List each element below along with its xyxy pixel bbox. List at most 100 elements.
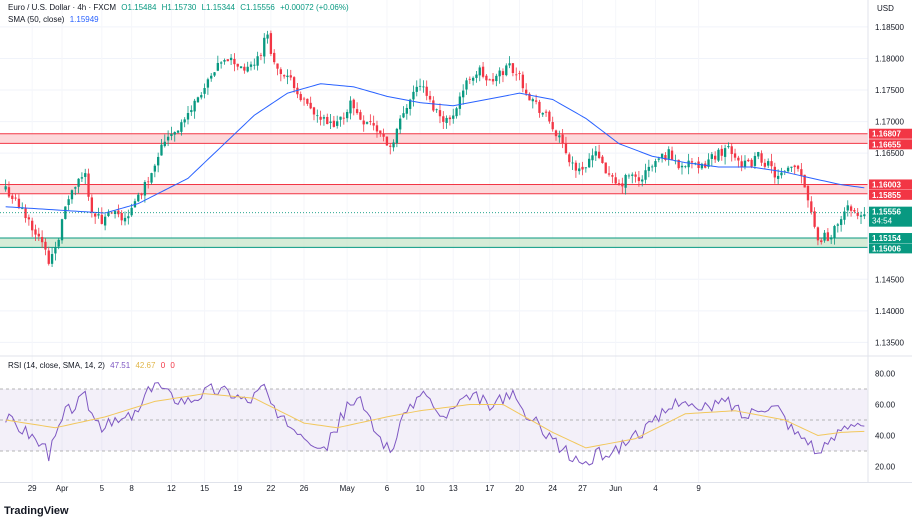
candle-body[interactable] xyxy=(743,160,747,168)
candle-body[interactable] xyxy=(462,90,465,98)
candle-body[interactable] xyxy=(468,78,471,80)
candle-body[interactable] xyxy=(594,151,597,156)
candle-body[interactable] xyxy=(292,77,296,88)
candle-body[interactable] xyxy=(763,162,767,167)
candle-body[interactable] xyxy=(190,110,193,113)
candle-body[interactable] xyxy=(757,152,760,157)
candle-body[interactable] xyxy=(243,66,246,71)
candle-body[interactable] xyxy=(425,86,428,96)
candle-body[interactable] xyxy=(236,63,239,67)
candle-body[interactable] xyxy=(326,116,329,125)
candle-body[interactable] xyxy=(574,162,578,171)
candle-body[interactable] xyxy=(846,205,849,211)
candle-body[interactable] xyxy=(355,109,359,114)
candle-body[interactable] xyxy=(839,219,843,225)
candle-body[interactable] xyxy=(830,237,833,240)
candle-body[interactable] xyxy=(723,148,727,157)
candle-body[interactable] xyxy=(422,86,425,88)
candle-body[interactable] xyxy=(601,156,604,163)
candle-body[interactable] xyxy=(137,194,140,202)
candle-body[interactable] xyxy=(140,194,143,196)
candle-body[interactable] xyxy=(359,112,362,120)
candle-body[interactable] xyxy=(790,166,793,168)
candle-body[interactable] xyxy=(531,99,534,102)
candle-body[interactable] xyxy=(286,75,289,78)
candle-body[interactable] xyxy=(27,217,31,220)
candle-body[interactable] xyxy=(571,162,574,164)
candle-body[interactable] xyxy=(253,64,256,66)
candle-body[interactable] xyxy=(279,69,282,74)
candle-body[interactable] xyxy=(299,94,302,101)
candle-body[interactable] xyxy=(412,91,415,100)
candle-body[interactable] xyxy=(47,250,50,264)
candle-body[interactable] xyxy=(306,98,309,104)
candle-body[interactable] xyxy=(130,207,133,216)
candle-body[interactable] xyxy=(226,59,229,62)
candle-body[interactable] xyxy=(647,166,651,171)
candle-body[interactable] xyxy=(40,237,44,243)
candle-body[interactable] xyxy=(365,122,369,124)
candle-body[interactable] xyxy=(246,66,249,72)
candle-body[interactable] xyxy=(282,75,286,77)
candle-body[interactable] xyxy=(14,197,17,199)
candle-body[interactable] xyxy=(730,146,733,155)
candle-body[interactable] xyxy=(720,148,723,156)
candle-body[interactable] xyxy=(760,153,763,163)
candle-body[interactable] xyxy=(584,167,588,169)
candle-body[interactable] xyxy=(800,169,803,177)
candle-body[interactable] xyxy=(740,161,743,167)
candle-body[interactable] xyxy=(833,226,836,239)
candle-body[interactable] xyxy=(727,146,730,148)
candle-body[interactable] xyxy=(733,153,737,158)
candle-body[interactable] xyxy=(823,232,826,241)
candle-body[interactable] xyxy=(415,86,418,92)
candle-body[interactable] xyxy=(259,54,263,56)
candle-body[interactable] xyxy=(4,186,7,190)
candle-body[interactable] xyxy=(551,122,554,130)
candle-body[interactable] xyxy=(233,58,236,65)
candle-body[interactable] xyxy=(495,75,498,82)
candle-body[interactable] xyxy=(664,155,667,160)
candle-body[interactable] xyxy=(302,98,306,100)
candle-body[interactable] xyxy=(170,134,173,137)
candle-body[interactable] xyxy=(289,75,292,78)
candle-body[interactable] xyxy=(342,117,345,119)
candle-body[interactable] xyxy=(859,215,863,217)
candle-body[interactable] xyxy=(452,115,455,119)
candle-body[interactable] xyxy=(322,117,326,119)
candle-body[interactable] xyxy=(166,136,170,141)
candle-body[interactable] xyxy=(826,232,830,241)
candle-body[interactable] xyxy=(160,144,163,156)
candle-body[interactable] xyxy=(100,214,103,224)
candle-body[interactable] xyxy=(505,65,508,76)
candle-body[interactable] xyxy=(770,161,773,167)
candle-body[interactable] xyxy=(624,175,627,188)
candle-body[interactable] xyxy=(836,224,839,226)
candle-body[interactable] xyxy=(634,174,637,177)
candle-body[interactable] xyxy=(392,142,395,148)
candle-body[interactable] xyxy=(644,170,647,180)
candle-body[interactable] xyxy=(677,159,680,169)
candle-body[interactable] xyxy=(554,130,558,137)
candle-body[interactable] xyxy=(561,134,564,144)
candle-body[interactable] xyxy=(336,121,339,126)
candle-body[interactable] xyxy=(216,62,220,71)
candle-body[interactable] xyxy=(147,181,150,183)
candle-body[interactable] xyxy=(627,175,631,177)
candle-body[interactable] xyxy=(525,89,528,94)
candle-body[interactable] xyxy=(369,121,372,123)
candle-body[interactable] xyxy=(37,233,40,237)
candle-body[interactable] xyxy=(465,80,468,90)
candle-body[interactable] xyxy=(667,149,670,159)
candle-body[interactable] xyxy=(448,117,452,120)
candle-body[interactable] xyxy=(206,79,210,88)
candle-body[interactable] xyxy=(534,100,538,102)
candle-body[interactable] xyxy=(123,217,127,222)
candle-body[interactable] xyxy=(810,201,813,213)
candle-body[interactable] xyxy=(269,33,273,54)
candle-body[interactable] xyxy=(316,115,319,117)
candle-body[interactable] xyxy=(157,156,160,166)
candle-body[interactable] xyxy=(362,120,365,125)
candle-body[interactable] xyxy=(296,87,299,95)
candle-body[interactable] xyxy=(521,74,525,89)
